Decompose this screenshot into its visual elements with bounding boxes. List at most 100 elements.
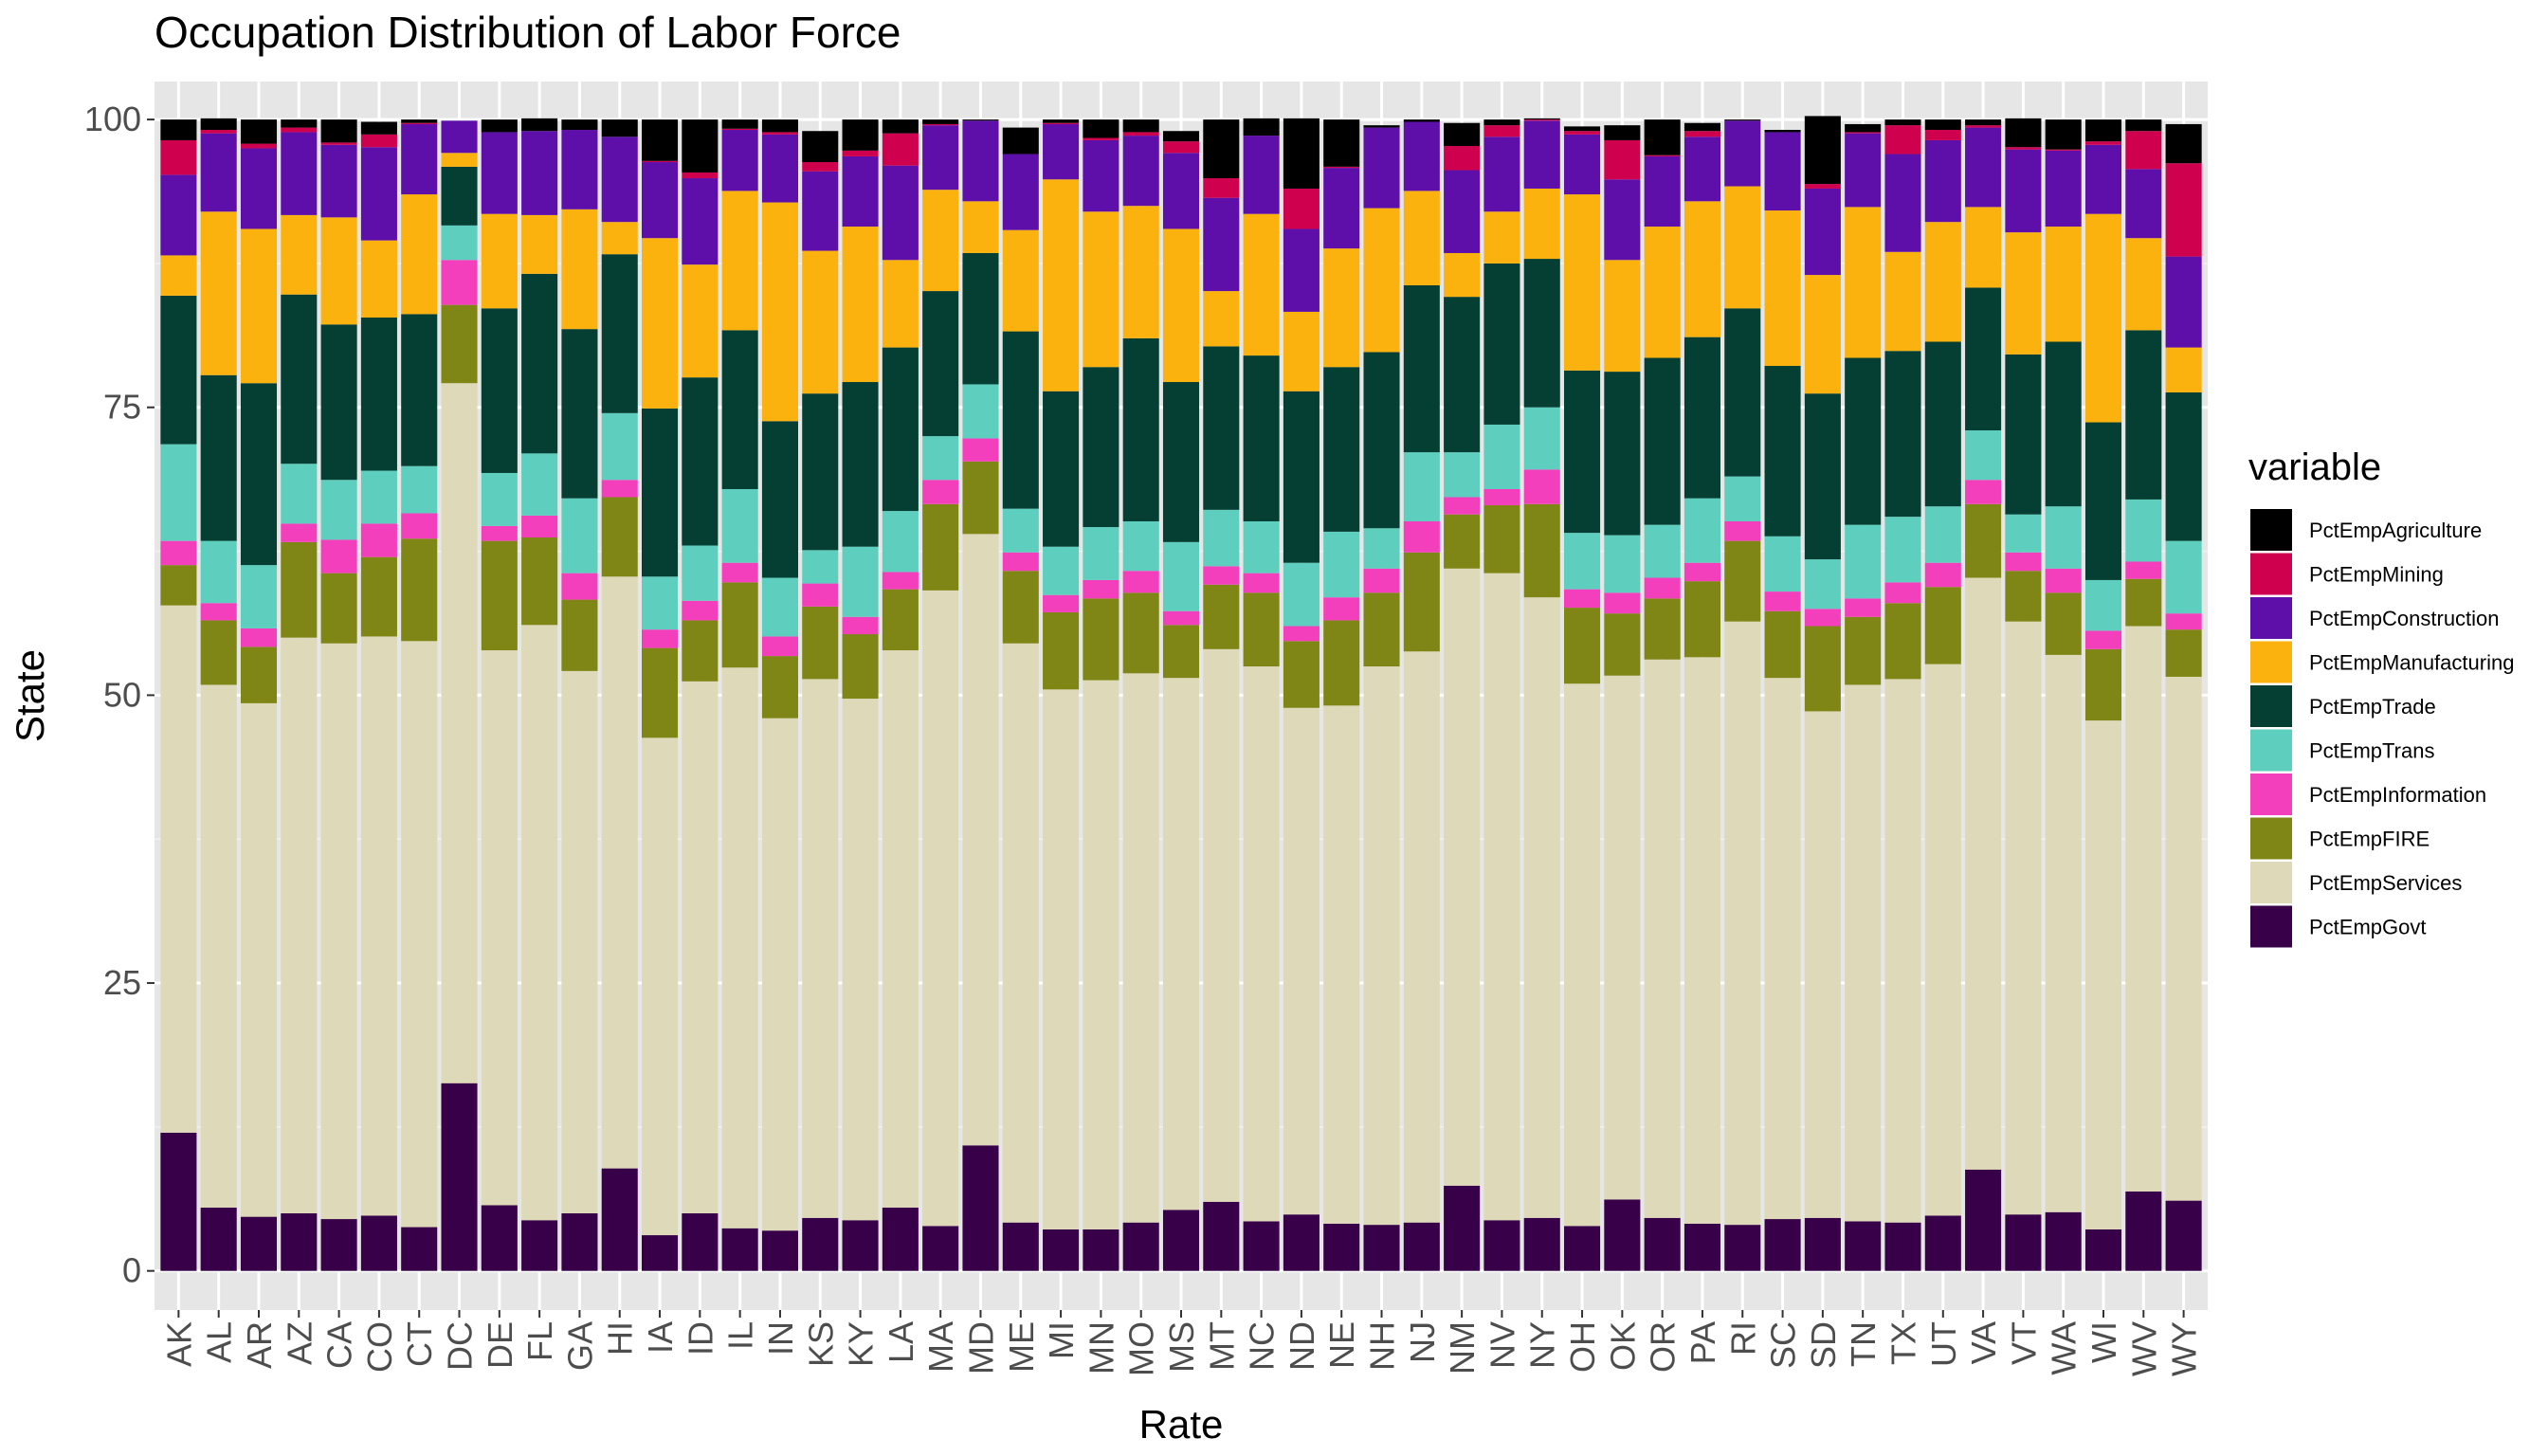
bar-segment bbox=[240, 143, 278, 149]
bar-segment bbox=[360, 636, 397, 1216]
bar-segment bbox=[1444, 514, 1481, 569]
y-tick-label: 50 bbox=[103, 675, 141, 714]
bar-segment bbox=[401, 538, 438, 642]
bar-segment bbox=[1162, 610, 1200, 626]
bar-segment bbox=[360, 317, 397, 471]
bar-segment bbox=[1564, 533, 1601, 590]
bar-segment bbox=[200, 540, 237, 604]
bar-segment bbox=[1043, 1228, 1080, 1271]
bar-segment bbox=[1924, 587, 1961, 664]
bar-segment bbox=[601, 576, 638, 1169]
bar-segment bbox=[1845, 684, 1882, 1222]
bar-segment bbox=[761, 636, 798, 657]
bar-segment bbox=[1043, 689, 1080, 1229]
bar-segment bbox=[962, 201, 999, 253]
bar-segment bbox=[1363, 208, 1400, 353]
bar-segment bbox=[842, 1220, 879, 1271]
legend-swatch bbox=[2250, 729, 2292, 772]
bar-segment bbox=[401, 122, 438, 124]
bar-segment bbox=[2125, 499, 2162, 562]
bar-segment bbox=[1804, 1217, 1841, 1271]
bar-segment bbox=[200, 684, 237, 1208]
bar-segment bbox=[2045, 119, 2082, 150]
bar-segment bbox=[441, 166, 478, 226]
bar-segment bbox=[2045, 506, 2082, 569]
x-tick-label: NV bbox=[1483, 1321, 1521, 1369]
bar-segment bbox=[761, 656, 798, 719]
bar-segment bbox=[1043, 179, 1080, 391]
bar-segment bbox=[2045, 341, 2082, 507]
bar-segment bbox=[1083, 1228, 1119, 1271]
bar-segment bbox=[1965, 127, 2002, 208]
bar-segment bbox=[2045, 654, 2082, 1212]
bar-segment bbox=[802, 1217, 839, 1271]
bar-segment bbox=[882, 347, 919, 512]
bar-segment bbox=[1002, 154, 1039, 230]
bar-segment bbox=[1764, 678, 1801, 1220]
bar-segment bbox=[1162, 678, 1200, 1210]
bar-segment bbox=[1924, 139, 1961, 223]
bar-segment bbox=[962, 461, 999, 535]
bar-segment bbox=[2084, 579, 2122, 631]
bar-segment bbox=[642, 1235, 679, 1271]
bar-segment bbox=[1845, 357, 1882, 525]
bar-segment bbox=[1523, 503, 1560, 598]
bar-segment bbox=[1845, 524, 1882, 599]
bar-segment bbox=[682, 172, 719, 179]
bar-segment bbox=[721, 562, 758, 583]
x-tick-label: MA bbox=[921, 1321, 960, 1373]
bar-segment bbox=[802, 162, 839, 172]
bar-segment bbox=[1884, 119, 1921, 126]
x-tick-label: AZ bbox=[280, 1321, 318, 1365]
bar-segment bbox=[481, 472, 518, 526]
bar-segment bbox=[1804, 275, 1841, 394]
bar-segment bbox=[240, 383, 278, 566]
bar-segment bbox=[2125, 119, 2162, 132]
bar-segment bbox=[1043, 119, 1080, 123]
bar-segment bbox=[1283, 188, 1320, 229]
bar-segment bbox=[721, 667, 758, 1228]
bar-segment bbox=[962, 384, 999, 439]
bar-segment bbox=[1724, 1225, 1761, 1271]
bar-segment bbox=[1083, 527, 1119, 580]
bar-segment bbox=[360, 556, 397, 637]
bar-segment bbox=[1323, 168, 1360, 249]
bar-segment bbox=[1363, 352, 1400, 529]
bar-segment bbox=[1564, 683, 1601, 1227]
bar-segment bbox=[1965, 1169, 2002, 1271]
bar-segment bbox=[1845, 207, 1882, 358]
bar-segment bbox=[2005, 552, 2042, 572]
bar-segment bbox=[320, 144, 357, 218]
bar-segment bbox=[481, 1205, 518, 1271]
bar-segment bbox=[1884, 517, 1921, 583]
bar-segment bbox=[1804, 116, 1841, 185]
bar-segment bbox=[2125, 578, 2162, 627]
bar-segment bbox=[1323, 597, 1360, 621]
bar-segment bbox=[1604, 592, 1641, 614]
bar-segment bbox=[281, 541, 318, 638]
bar-segment bbox=[1323, 531, 1360, 598]
x-tick-label: SC bbox=[1764, 1321, 1803, 1369]
bar-segment bbox=[1323, 620, 1360, 706]
bar-segment bbox=[1203, 291, 1240, 347]
bar-segment bbox=[1965, 480, 2002, 504]
bar-segment bbox=[1162, 228, 1200, 383]
bar-segment bbox=[1764, 366, 1801, 537]
x-tick-label: OH bbox=[1563, 1321, 1602, 1373]
bar-segment bbox=[2165, 163, 2202, 257]
bar-segment bbox=[1043, 391, 1080, 547]
bar-segment bbox=[1323, 367, 1360, 532]
bar-segment bbox=[962, 119, 999, 121]
bar-segment bbox=[2125, 626, 2162, 1192]
x-tick-label: WI bbox=[2084, 1321, 2123, 1363]
bar-segment bbox=[2165, 123, 2202, 164]
bar-segment bbox=[1924, 1215, 1961, 1271]
bar-segment bbox=[441, 260, 478, 305]
bar-segment bbox=[1083, 367, 1119, 528]
bar-segment bbox=[561, 498, 598, 573]
bar-segment bbox=[1043, 611, 1080, 690]
bar-segment bbox=[1684, 337, 1720, 499]
bar-segment bbox=[922, 590, 959, 1227]
bar-segment bbox=[1604, 535, 1641, 593]
bar-segment bbox=[842, 616, 879, 635]
